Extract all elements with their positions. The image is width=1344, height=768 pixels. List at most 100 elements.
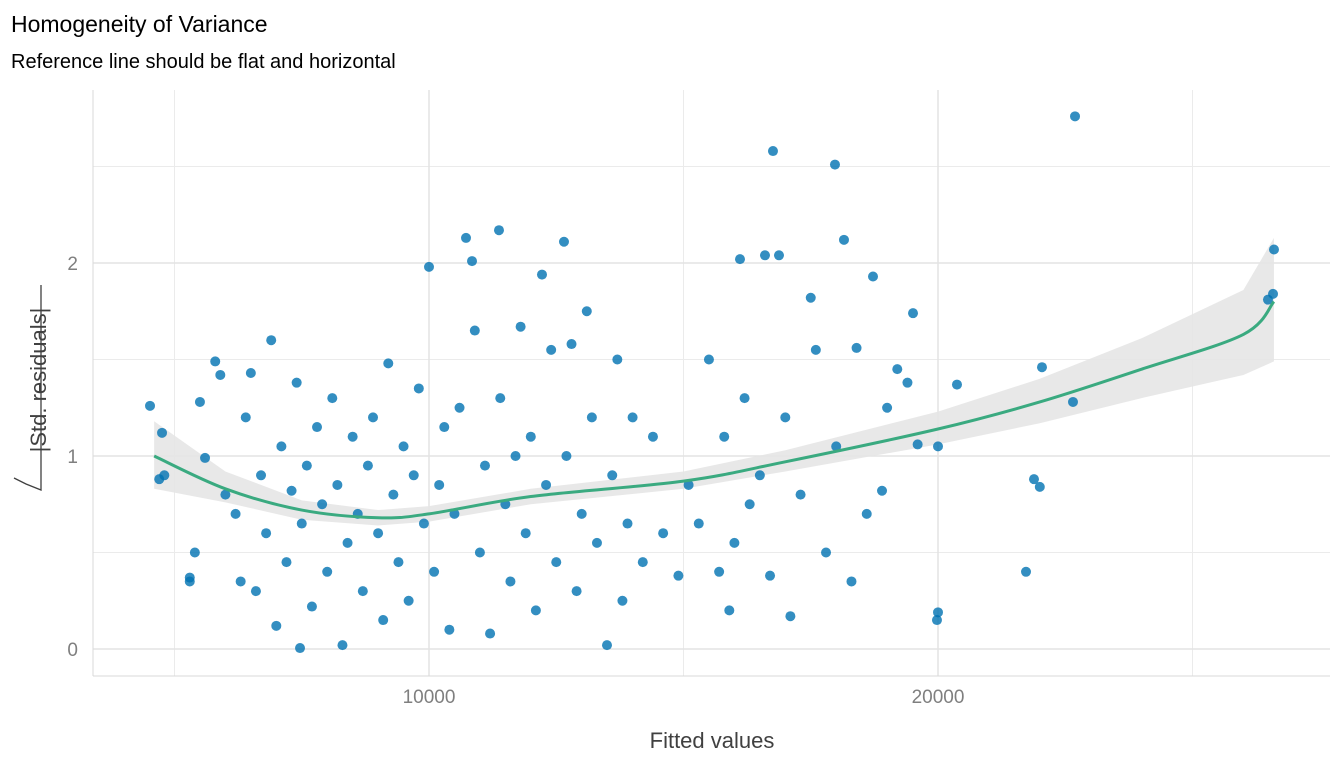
data-point: [810, 344, 821, 355]
data-point: [184, 576, 195, 587]
data-point: [541, 479, 552, 490]
data-point: [424, 261, 434, 272]
data-point: [418, 518, 429, 529]
data-point: [388, 489, 399, 500]
data-point: [189, 547, 200, 558]
data-point: [312, 422, 323, 433]
data-point: [240, 412, 251, 423]
data-point: [373, 528, 384, 539]
data-point: [868, 271, 879, 282]
data-point: [479, 460, 490, 471]
x-axis-label: Fitted values: [650, 728, 775, 753]
data-point: [637, 557, 648, 568]
data-point: [444, 624, 455, 635]
data-point: [1028, 474, 1039, 485]
y-tick-label: 1: [67, 447, 78, 468]
data-point: [261, 528, 272, 539]
data-point: [439, 422, 450, 433]
data-point: [230, 508, 241, 519]
data-point: [693, 518, 704, 529]
data-point: [1067, 396, 1078, 407]
data-point: [434, 479, 445, 490]
data-point: [765, 570, 776, 581]
x-tick-label: 10000: [403, 687, 456, 708]
data-point: [729, 537, 740, 548]
data-point: [785, 611, 796, 622]
y-axis-label: |Std. residuals|: [26, 308, 51, 453]
data-point: [1034, 481, 1045, 492]
data-point: [591, 537, 602, 548]
data-point: [467, 256, 478, 267]
data-point: [581, 306, 592, 317]
data-point: [347, 431, 358, 442]
data-point: [485, 628, 496, 639]
data-point: [461, 232, 472, 243]
data-point: [515, 321, 526, 332]
data-point: [286, 485, 297, 496]
data-point: [703, 354, 714, 365]
data-point: [332, 479, 343, 490]
confidence-band: [154, 237, 1274, 526]
data-point: [256, 470, 267, 481]
data-point: [933, 607, 943, 618]
data-point: [469, 325, 480, 336]
chart-title: Homogeneity of Variance: [11, 11, 268, 37]
sqrt-symbol: [13, 285, 42, 491]
data-point: [357, 586, 368, 597]
data-point: [754, 470, 765, 481]
data-point: [724, 605, 735, 616]
data-point: [210, 356, 221, 367]
data-point: [250, 586, 261, 597]
data-point: [271, 620, 282, 631]
data-point: [931, 615, 942, 626]
data-point: [951, 379, 962, 390]
data-point: [398, 441, 409, 452]
chart-subtitle: Reference line should be flat and horizo…: [11, 51, 396, 73]
data-point: [734, 254, 745, 265]
data-point: [719, 431, 730, 442]
data-point: [892, 364, 903, 375]
data-point: [301, 460, 312, 471]
data-point: [933, 441, 943, 452]
data-point: [525, 431, 536, 442]
data-point: [327, 393, 338, 404]
data-point: [622, 518, 633, 529]
data-point: [1268, 244, 1279, 255]
y-tick-label: 2: [67, 254, 78, 275]
data-point: [493, 225, 504, 236]
data-point: [714, 566, 725, 577]
data-point: [912, 439, 923, 450]
data-point: [861, 508, 872, 519]
data-point: [607, 470, 618, 481]
data-point: [551, 557, 562, 568]
data-point: [408, 470, 419, 481]
data-point: [908, 308, 919, 319]
data-point: [627, 412, 638, 423]
data-point: [337, 640, 348, 651]
data-point: [295, 643, 306, 654]
data-point: [194, 396, 205, 407]
data-point: [1021, 566, 1032, 577]
data-point: [159, 470, 170, 481]
data-point: [795, 489, 806, 500]
data-point: [220, 489, 231, 500]
data-point: [612, 354, 623, 365]
data-point: [317, 499, 328, 510]
data-point: [831, 441, 842, 452]
data-point: [561, 451, 572, 461]
data-point: [454, 402, 465, 413]
data-point: [393, 557, 404, 568]
data-point: [821, 547, 832, 558]
data-point: [759, 250, 770, 261]
data-point: [368, 412, 379, 423]
data-point: [576, 508, 587, 519]
data-point: [235, 576, 246, 587]
data-point: [474, 547, 485, 558]
data-point: [683, 479, 694, 490]
data-point: [266, 335, 277, 346]
data-point: [510, 451, 521, 461]
data-point: [495, 393, 506, 404]
data-point: [617, 595, 628, 606]
data-point: [902, 377, 913, 388]
